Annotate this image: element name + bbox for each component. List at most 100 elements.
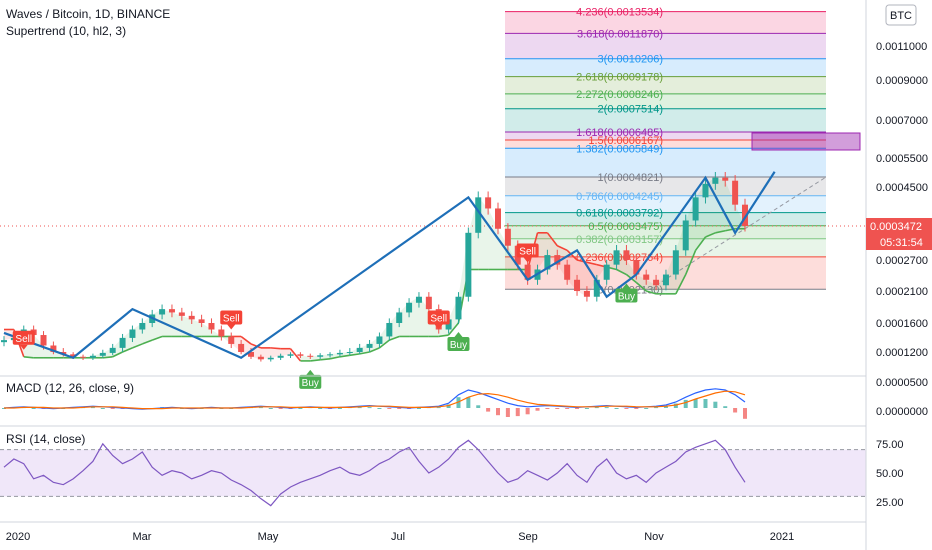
candle-body[interactable] [277, 355, 284, 358]
candle-body[interactable] [208, 323, 215, 330]
candle-body[interactable] [406, 302, 413, 313]
candle-body[interactable] [50, 345, 57, 352]
highlight-box[interactable] [751, 132, 861, 151]
sell-signal[interactable]: Sell [427, 310, 450, 330]
candle-body[interactable] [257, 356, 264, 360]
candle-body[interactable] [662, 274, 669, 286]
candle-body[interactable] [139, 323, 146, 330]
candle-body[interactable] [445, 319, 452, 330]
price-tick-label: 0.0009000 [876, 75, 928, 87]
candle-body[interactable] [109, 347, 116, 353]
candle-body[interactable] [70, 354, 77, 357]
buy-signal[interactable]: Buy [299, 369, 322, 389]
macd-histogram-bar [268, 408, 273, 409]
macd-histogram-bar [436, 407, 441, 409]
candle-body[interactable] [504, 228, 511, 246]
candle-body[interactable] [415, 296, 422, 303]
candle-body[interactable] [99, 352, 106, 356]
rsi-pane[interactable]: 75.00 50.00 25.00 [0, 439, 904, 509]
candle-body[interactable] [475, 197, 482, 233]
candle-body[interactable] [386, 323, 393, 337]
candle-body[interactable] [702, 183, 709, 198]
signal-label: Sell [15, 334, 32, 345]
candle-body[interactable] [485, 197, 492, 209]
candle-body[interactable] [643, 274, 650, 280]
macd-histogram-bar [486, 408, 491, 412]
candle-body[interactable] [40, 335, 47, 346]
candle-body[interactable] [465, 232, 472, 297]
candle-body[interactable] [524, 264, 531, 280]
candle-body[interactable] [376, 336, 383, 344]
candle-body[interactable] [583, 291, 590, 297]
sell-signal[interactable]: Sell [12, 330, 35, 350]
price-axis[interactable]: 0.0011000 0.0009000 0.0007000 0.0005500 0.00… [866, 41, 932, 359]
candle-body[interactable] [159, 309, 166, 315]
last-price-tag [866, 218, 932, 234]
candle-body[interactable] [287, 354, 294, 356]
candle-body[interactable] [396, 312, 403, 323]
candle-body[interactable] [198, 319, 205, 323]
buy-signal[interactable]: Buy [615, 283, 638, 303]
candle-body[interactable] [238, 343, 245, 352]
candle-body[interactable] [228, 336, 235, 344]
candle-body[interactable] [129, 329, 136, 338]
candle-body[interactable] [554, 255, 561, 265]
time-axis[interactable]: 2020 Mar May Jul Sep Nov 2021 [6, 531, 794, 543]
zigzag-drawing[interactable] [3, 171, 776, 360]
candle-body[interactable] [346, 352, 353, 353]
supertrend-line [566, 249, 578, 261]
macd-histogram-bar [31, 408, 36, 409]
candle-body[interactable] [1, 340, 7, 343]
candle-body[interactable] [80, 356, 87, 358]
candle-body[interactable] [682, 220, 689, 251]
macd-pane[interactable]: 0.0000500 0.0000000 [2, 377, 928, 419]
supertrend-fill [53, 352, 64, 358]
candle-body[interactable] [593, 279, 600, 297]
candle-body[interactable] [178, 312, 185, 316]
candle-body[interactable] [356, 347, 363, 352]
candle-body[interactable] [119, 337, 126, 348]
candle-body[interactable] [218, 329, 225, 337]
candle-body[interactable] [495, 208, 501, 229]
candle-body[interactable] [672, 250, 679, 275]
candle-body[interactable] [544, 255, 551, 270]
supertrend-line [645, 290, 657, 295]
candle-body[interactable] [732, 180, 739, 205]
candle-body[interactable] [336, 352, 343, 355]
sell-signal[interactable]: Sell [220, 310, 243, 330]
candle-body[interactable] [742, 204, 748, 226]
candle-body[interactable] [633, 260, 640, 275]
candle-body[interactable] [653, 279, 660, 286]
candle-body[interactable] [248, 352, 254, 357]
candle-body[interactable] [574, 279, 581, 291]
currency-badge[interactable]: BTC [885, 4, 917, 26]
candle-body[interactable] [455, 296, 462, 320]
indicator-legend: Supertrend (10, hl2, 3) [6, 24, 126, 38]
supertrend-line [438, 334, 449, 338]
candle-body[interactable] [712, 177, 719, 184]
candle-body[interactable] [188, 315, 195, 320]
sell-signal[interactable]: Sell [516, 243, 539, 263]
candle-body[interactable] [307, 355, 314, 357]
candle-body[interactable] [327, 354, 334, 356]
candle-body[interactable] [603, 264, 610, 280]
time-tick-label: Sep [518, 531, 538, 543]
candle-body[interactable] [613, 250, 620, 265]
candle-body[interactable] [168, 309, 175, 313]
candle-body[interactable] [89, 355, 96, 358]
candle-body[interactable] [425, 296, 432, 310]
candle-body[interactable] [267, 357, 274, 360]
buy-signal[interactable]: Buy [447, 332, 470, 351]
candle-body[interactable] [623, 250, 630, 260]
candle-body[interactable] [692, 197, 699, 221]
candle-body[interactable] [366, 343, 373, 348]
price-pane[interactable]: 4.236(0.0013534) 3.618(0.0011870) 3(0.0010… [0, 7, 866, 389]
candle-body[interactable] [564, 264, 571, 280]
candle-body[interactable] [722, 177, 729, 181]
candle-body[interactable] [297, 354, 304, 356]
price-tick-label: 0.0005500 [876, 153, 928, 165]
fib-level-label: 0.236(0.0002764) [576, 252, 663, 264]
candle-body[interactable] [317, 355, 324, 357]
supertrend-line [556, 244, 568, 252]
